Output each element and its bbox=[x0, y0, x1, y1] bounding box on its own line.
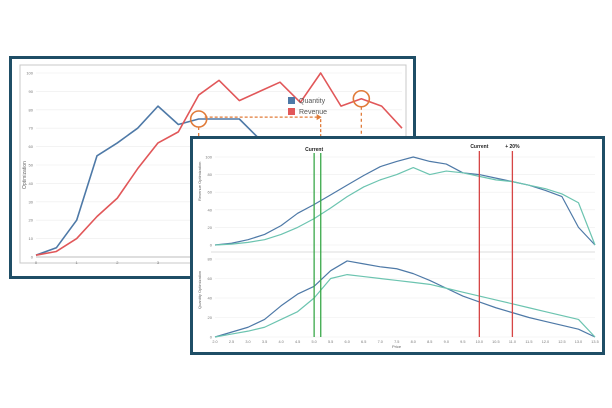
price-x-tick: 13.0 bbox=[575, 340, 582, 344]
quantity-y-tick: 20 bbox=[208, 315, 213, 320]
back-y-tick: 30 bbox=[29, 199, 34, 204]
price-x-tick: 5.0 bbox=[311, 340, 316, 344]
revenue-y-tick: 100 bbox=[205, 155, 212, 160]
revenue-y-tick: 20 bbox=[208, 225, 213, 230]
price-x-tick: 2.0 bbox=[212, 340, 217, 344]
front-chart: Revenue Optimization Quantity Optimizati… bbox=[197, 144, 599, 349]
back-y-tick: 90 bbox=[29, 89, 34, 94]
revenue-series-line-1 bbox=[214, 156, 596, 246]
price-x-tick: 3.0 bbox=[245, 340, 250, 344]
price-x-tick: 8.5 bbox=[427, 340, 432, 344]
price-x-tick: 8.0 bbox=[411, 340, 416, 344]
price-x-tick: 6.0 bbox=[345, 340, 350, 344]
revenue-series-line-2 bbox=[214, 166, 596, 246]
quantity-y-tick: 0 bbox=[210, 335, 213, 340]
revenue-y-tick: 40 bbox=[208, 207, 213, 212]
price-x-tick: 9.5 bbox=[460, 340, 465, 344]
price-x-tick: 11.0 bbox=[509, 340, 516, 344]
back-y-tick: 10 bbox=[29, 236, 34, 241]
price-x-tick: 4.0 bbox=[278, 340, 283, 344]
back-y-tick: 20 bbox=[29, 218, 34, 223]
current-red-label: Current bbox=[470, 144, 488, 150]
price-x-tick: 3.5 bbox=[262, 340, 267, 344]
revenue-y-tick: 60 bbox=[208, 190, 213, 195]
back-y-tick: 100 bbox=[26, 71, 33, 76]
back-x-tick: 0 bbox=[35, 260, 38, 265]
price-x-tick: 7.5 bbox=[394, 340, 399, 344]
back-y-tick: 50 bbox=[29, 163, 34, 168]
back-y-tick: 40 bbox=[29, 181, 34, 186]
back-y-tick: 60 bbox=[29, 144, 34, 149]
quantity-y-tick: 80 bbox=[208, 257, 213, 262]
highlight-circle-revenue-peak bbox=[352, 89, 371, 108]
legend-quantity-label: Quantity bbox=[299, 98, 326, 105]
back-y-tick: 70 bbox=[29, 126, 34, 131]
price-x-tick: 5.5 bbox=[328, 340, 333, 344]
quantity-y-tick: 40 bbox=[208, 296, 213, 301]
price-x-tick: 2.5 bbox=[229, 340, 234, 344]
quantity-series-line-1 bbox=[214, 260, 596, 338]
price-x-tick: 11.5 bbox=[525, 340, 532, 344]
back-x-tick: 2 bbox=[116, 260, 119, 265]
quantity-y-axis-label: Quantity Optimization bbox=[197, 271, 202, 309]
back-legend: Quantity Revenue bbox=[288, 97, 327, 116]
price-x-tick: 7.0 bbox=[378, 340, 383, 344]
plus20-label: + 20% bbox=[505, 144, 520, 150]
revenue-y-tick: 80 bbox=[208, 172, 213, 177]
back-x-tick: 3 bbox=[157, 260, 160, 265]
price-x-tick: 13.5 bbox=[591, 340, 598, 344]
price-x-tick: 12.5 bbox=[558, 340, 565, 344]
revenue-y-tick: 0 bbox=[210, 243, 213, 248]
price-x-tick: 10.5 bbox=[492, 340, 499, 344]
legend-revenue-swatch bbox=[288, 108, 295, 115]
price-x-tick: 4.5 bbox=[295, 340, 300, 344]
front-chart-panel: Revenue Optimization Quantity Optimizati… bbox=[190, 136, 605, 355]
price-x-tick: 6.5 bbox=[361, 340, 366, 344]
revenue-y-axis-label: Revenue Optimization bbox=[197, 162, 202, 201]
quantity-series-line-2 bbox=[214, 274, 596, 338]
current-green-label: Current bbox=[305, 147, 323, 153]
price-x-tick: 9.0 bbox=[444, 340, 449, 344]
back-y-axis-label: Optimization bbox=[22, 161, 28, 189]
price-x-tick: 12.0 bbox=[542, 340, 549, 344]
legend-quantity-swatch bbox=[288, 97, 295, 104]
revenue-line bbox=[35, 72, 403, 256]
plateau-arrow-head bbox=[316, 114, 322, 121]
back-x-tick: 1 bbox=[76, 260, 79, 265]
legend-revenue-label: Revenue bbox=[299, 109, 327, 116]
price-axis-label: Price bbox=[392, 344, 402, 349]
quantity-y-tick: 60 bbox=[208, 276, 213, 281]
back-y-tick: 0 bbox=[31, 255, 34, 260]
back-y-tick: 80 bbox=[29, 107, 34, 112]
price-x-tick: 10.0 bbox=[476, 340, 483, 344]
